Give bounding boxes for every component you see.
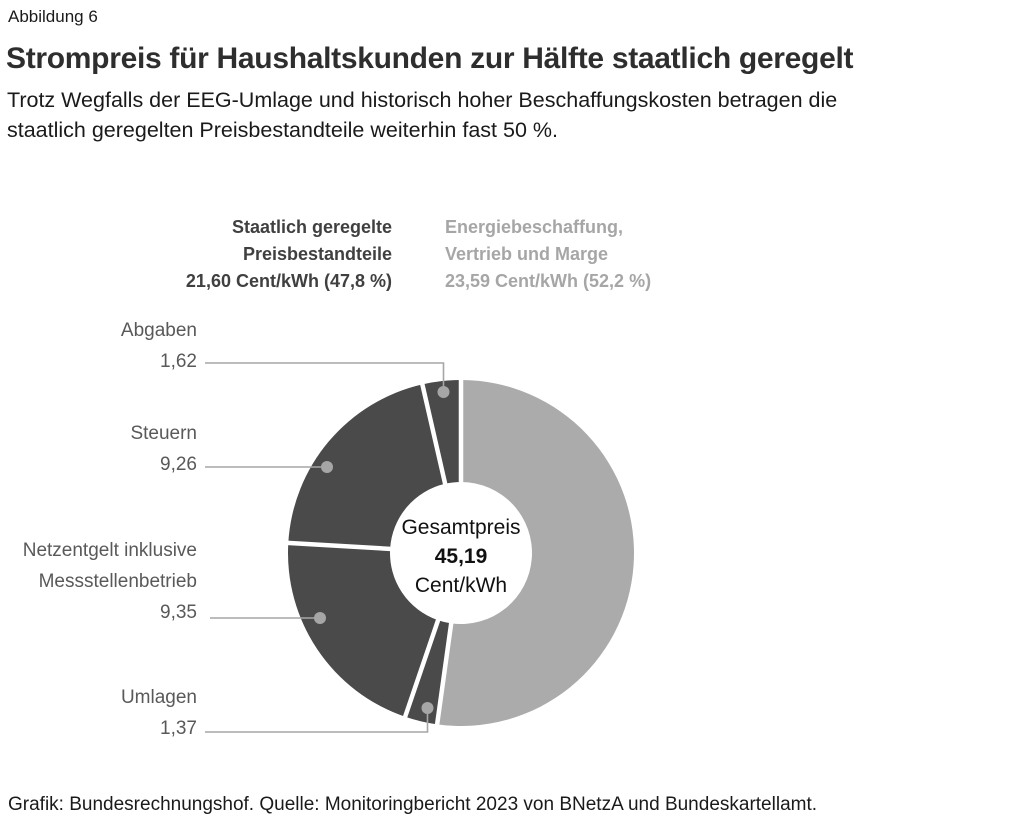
legend-market-line2: Vertrieb und Marge [445,244,609,264]
legend-market-value: 23,59 Cent/kWh (52,2 %) [445,271,652,291]
legend-regulated-line2: Preisbestandteile [242,244,392,264]
callout-dot-netzentgelt [314,612,326,624]
legend-regulated-line1: Staatlich geregelte [231,217,392,237]
callout-dot-abgaben [437,386,450,398]
callout-netzentgelt: Netzentgelt inklusive Messstellenbetrieb… [0,535,197,628]
callout-steuern-value: 9,26 [160,454,197,475]
callout-umlagen-label: Umlagen [120,687,197,708]
figure-subtitle-line2: staatlich geregelten Preisbestandteile w… [7,118,558,142]
callout-steuern: Steuern 9,26 [0,418,197,480]
figure-subtitle-line1: Trotz Wegfalls der EEG-Umlage und histor… [7,88,838,112]
legend-regulated-group: Staatlich geregelte Preisbestandteile 21… [80,214,392,295]
legend-market-group: Energiebeschaffung, Vertrieb und Marge 2… [445,214,785,295]
figure-label: Abbildung 6 [8,7,98,26]
callout-dot-steuern [321,461,333,473]
callout-leader-abgaben [205,362,445,392]
callout-umlagen: Umlagen 1,37 [0,682,197,744]
donut-segment-netzentgelt [287,542,439,717]
segment-separator [419,382,450,493]
callout-abgaben: Abgaben 1,62 [0,315,197,377]
legend-market-line1: Energiebeschaffung, [445,217,624,237]
callout-netzentgelt-label-line1: Netzentgelt inklusive [22,540,197,561]
segment-separator [287,540,399,552]
callout-steuern-label: Steuern [130,423,197,444]
center-total-value: 45,19 [434,545,488,568]
legend-regulated-value: 21,60 Cent/kWh (47,8 %) [185,271,392,291]
donut-segment-abgaben [422,380,461,484]
segment-separator [434,615,455,726]
donut-segment-energiebeschaffung [437,380,635,726]
donut-center-text: Gesamtpreis 45,19 Cent/kWh [361,513,561,600]
segment-separator [402,611,443,719]
callout-abgaben-value: 1,62 [160,351,197,372]
callout-umlagen-value: 1,37 [160,718,197,739]
callout-netzentgelt-value: 9,35 [160,602,197,623]
callout-dot-umlagen [421,702,434,714]
source-note: Grafik: Bundesrechnungshof. Quelle: Moni… [8,794,818,815]
donut-segment-steuern [288,384,446,549]
figure-subtitle: Trotz Wegfalls der EEG-Umlage und histor… [7,85,837,145]
center-total-label: Gesamtpreis [401,516,521,539]
callout-leader-umlagen [205,708,429,733]
callout-abgaben-label: Abgaben [120,320,197,341]
callout-netzentgelt-label-line2: Messstellenbetrieb [38,571,197,592]
center-total-unit: Cent/kWh [414,574,508,597]
figure-title: Strompreis für Haushaltskunden zur Hälft… [6,42,854,75]
